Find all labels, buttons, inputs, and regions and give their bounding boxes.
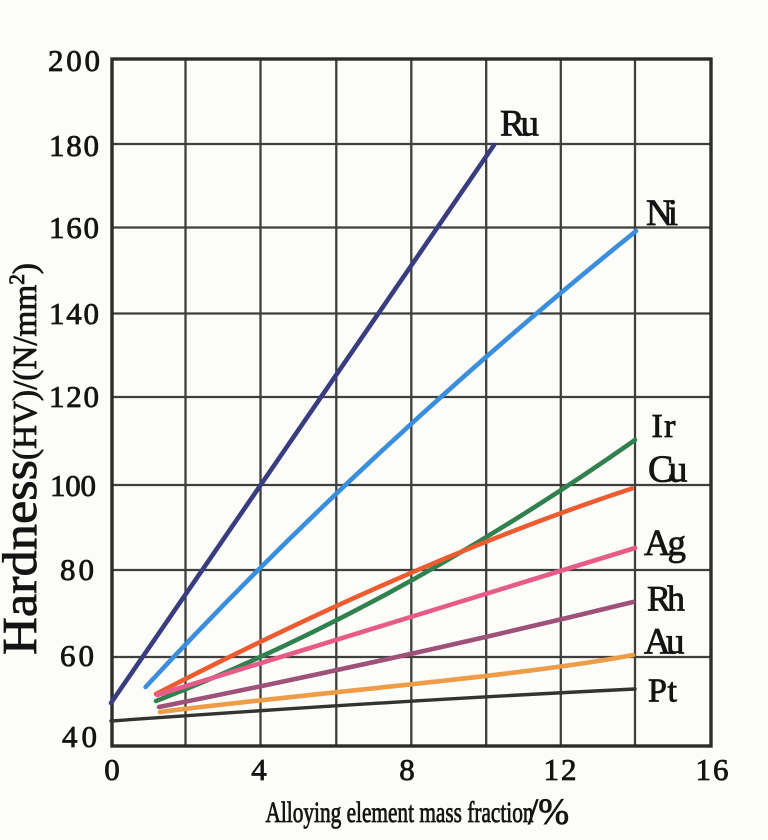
- svg-text:140: 140: [49, 296, 99, 331]
- svg-text:Ag: Ag: [644, 523, 686, 564]
- svg-text:Rh: Rh: [647, 579, 685, 619]
- svg-text:200: 200: [48, 43, 100, 78]
- svg-text:4: 4: [251, 752, 267, 787]
- svg-text:180: 180: [49, 128, 99, 163]
- svg-text:Au: Au: [644, 622, 685, 663]
- svg-text:Hardness(HV)/(N/mm2): Hardness(HV)/(N/mm2): [0, 263, 47, 655]
- svg-text:Pt: Pt: [648, 673, 678, 710]
- svg-text:Ru: Ru: [500, 104, 539, 145]
- svg-text:Alloying element mass fraction: Alloying element mass fraction: [266, 796, 534, 829]
- svg-text:/%: /%: [528, 792, 569, 833]
- svg-text:160: 160: [49, 210, 99, 245]
- svg-text:8: 8: [399, 752, 415, 787]
- svg-text:0: 0: [104, 752, 120, 787]
- svg-text:Cu: Cu: [648, 449, 688, 491]
- svg-text:Ir: Ir: [652, 408, 677, 445]
- svg-text:120: 120: [49, 379, 99, 414]
- svg-text:100: 100: [50, 468, 96, 503]
- svg-text:Ni: Ni: [646, 193, 678, 234]
